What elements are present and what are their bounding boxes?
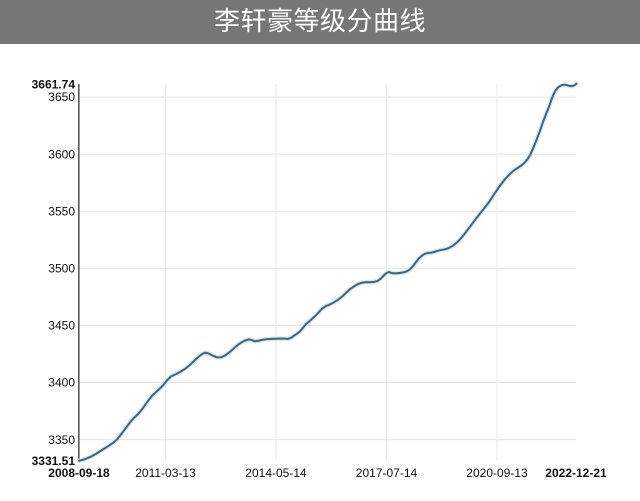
svg-text:3331.51: 3331.51 bbox=[32, 454, 76, 468]
svg-text:2022-12-21: 2022-12-21 bbox=[545, 466, 607, 480]
svg-text:2020-09-13: 2020-09-13 bbox=[466, 466, 528, 480]
svg-text:3600: 3600 bbox=[48, 147, 75, 161]
svg-text:3500: 3500 bbox=[48, 262, 75, 276]
svg-text:2017-07-14: 2017-07-14 bbox=[356, 466, 418, 480]
svg-text:3350: 3350 bbox=[48, 433, 75, 447]
svg-text:2014-05-14: 2014-05-14 bbox=[245, 466, 307, 480]
svg-text:3450: 3450 bbox=[48, 319, 75, 333]
svg-text:2008-09-18: 2008-09-18 bbox=[48, 466, 110, 480]
svg-text:3550: 3550 bbox=[48, 204, 75, 218]
svg-text:3661.74: 3661.74 bbox=[32, 77, 76, 91]
svg-text:3650: 3650 bbox=[48, 90, 75, 104]
svg-text:2011-03-13: 2011-03-13 bbox=[135, 466, 196, 480]
svg-text:3400: 3400 bbox=[48, 376, 75, 390]
